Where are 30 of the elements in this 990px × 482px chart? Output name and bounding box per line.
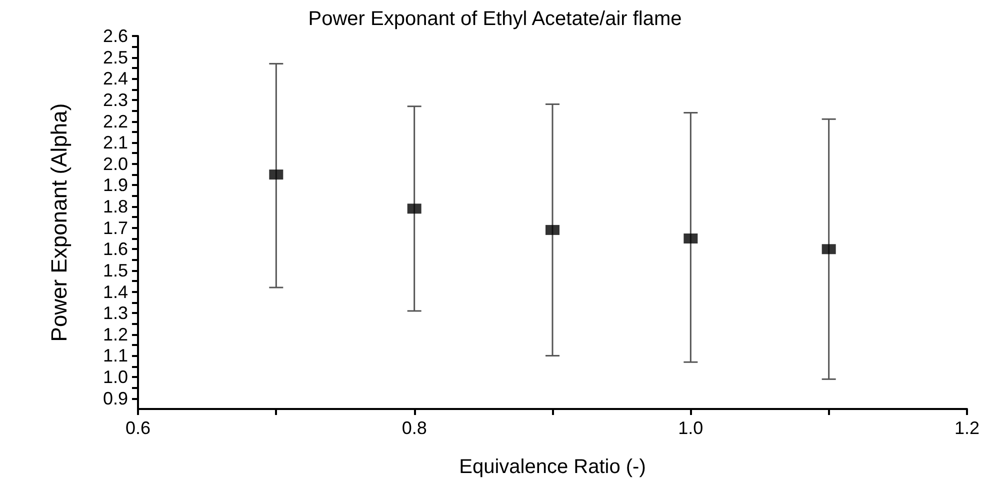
y-tick-label: 2.6	[102, 26, 128, 46]
y-tick-label: 1.4	[102, 282, 128, 302]
y-tick-label: 2.1	[102, 132, 128, 153]
y-tick-label: 1.9	[102, 175, 128, 196]
chart-title: Power Exponant of Ethyl Acetate/air flame	[308, 8, 682, 30]
y-tick-label: 1.0	[102, 367, 128, 388]
y-tick-label: 1.8	[102, 196, 128, 217]
y-tick-label: 2.5	[102, 47, 128, 68]
y-tick-label: 1.2	[102, 324, 128, 344]
point	[269, 170, 284, 180]
point	[822, 244, 836, 254]
point	[546, 224, 560, 235]
y-tick-label: 1.6	[102, 239, 128, 260]
y-tick-label: 2.0	[102, 154, 128, 174]
point	[684, 233, 698, 244]
y-tick-label: 1.1	[102, 346, 128, 366]
x-axis-title: Equivalence Ratio (-)	[459, 456, 646, 478]
y-tick-label: 1.7	[102, 218, 128, 238]
point	[407, 204, 422, 214]
y-axis-title: Power Exponant (Alpha)	[46, 103, 72, 342]
y-tick-label: 1.3	[102, 303, 128, 324]
x-tick-label: 0.6	[125, 418, 151, 438]
y-tick-label: 2.2	[102, 111, 128, 132]
y-tick-label: 2.3	[102, 90, 128, 110]
y-tick-label: 2.4	[102, 68, 128, 89]
x-tick-label: 1.0	[678, 418, 704, 438]
x-tick-label: 0.8	[402, 418, 427, 438]
x-tick-label: 1.2	[954, 418, 980, 438]
y-tick-label: 1.5	[102, 260, 128, 280]
y-tick-label: 0.9	[102, 388, 128, 408]
